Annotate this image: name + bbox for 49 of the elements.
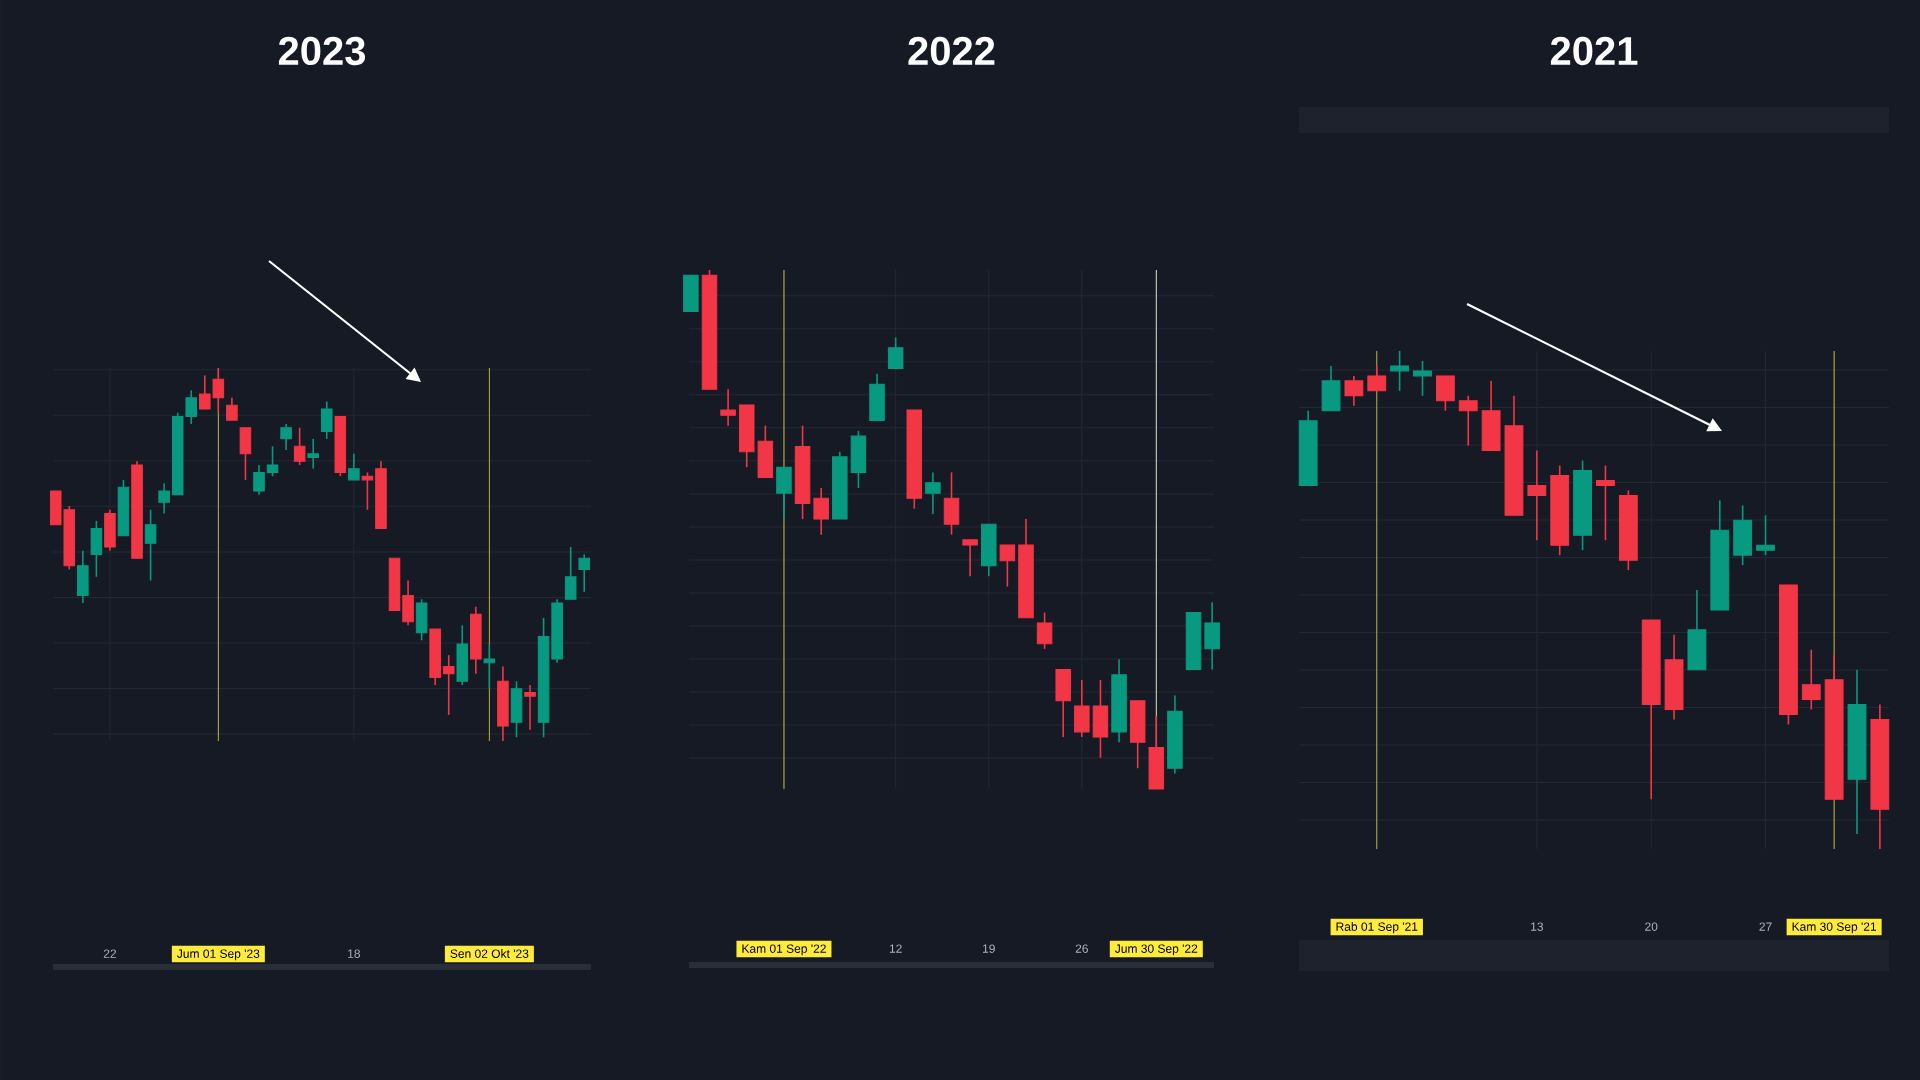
- candlestick: [1367, 365, 1387, 392]
- x-tick-label: 26: [1075, 944, 1088, 953]
- candlestick: [1390, 350, 1410, 392]
- candlestick: [1527, 449, 1547, 542]
- candlestick: [720, 388, 736, 427]
- candlestick: [1596, 464, 1615, 542]
- candlestick: [999, 544, 1016, 588]
- candlestick: [483, 643, 496, 690]
- x-tick-label: 19: [982, 944, 995, 953]
- candlestick: [280, 423, 292, 451]
- candlestick: [361, 471, 374, 511]
- candlestick: [813, 487, 829, 536]
- chart-title: 2023: [278, 36, 366, 66]
- candlestick: [887, 336, 904, 370]
- candlestick: [1756, 514, 1775, 556]
- candlestick: [144, 508, 157, 582]
- candlestick: [564, 546, 577, 601]
- x-tick-label: Sen 02 Okt '23: [450, 949, 529, 958]
- x-tick-label: Jum 01 Sep '23: [177, 949, 260, 961]
- candlestick: [158, 482, 170, 515]
- candlestick: [442, 654, 455, 716]
- x-tick-label: 27: [1759, 922, 1772, 931]
- candlestick: [320, 400, 333, 440]
- candlestick: [524, 684, 536, 731]
- x-tick-label: Kam 30 Sep '21: [1792, 922, 1877, 934]
- x-tick-label: Rab 01 Sep '21: [1336, 922, 1418, 934]
- x-tick-label: 12: [889, 944, 902, 953]
- candlestick: [1458, 395, 1478, 447]
- x-tick-label: Kam 01 Sep '22: [742, 944, 826, 956]
- chart-title: 2022: [908, 36, 995, 66]
- candlestick: [1344, 375, 1364, 407]
- x-tick-label: 20: [1645, 922, 1658, 931]
- x-tick-label: 18: [348, 949, 361, 958]
- candlestick: [226, 397, 238, 422]
- x-tick-label: 13: [1531, 922, 1543, 931]
- candlestick: [578, 553, 591, 593]
- candlestick: [1036, 611, 1053, 650]
- chart-title: 2021: [1550, 36, 1638, 66]
- candlestick: [293, 426, 306, 466]
- candlestick: [266, 445, 279, 477]
- candlestick: [1801, 648, 1821, 711]
- candlestick: [1413, 360, 1432, 397]
- x-tick-label: Jum 30 Sep '22: [1114, 944, 1198, 956]
- candlestick: [307, 438, 319, 470]
- candlestick: [253, 464, 265, 496]
- candlestick: [962, 539, 978, 577]
- candlestick: [925, 471, 941, 515]
- candlestick: [348, 452, 360, 481]
- x-tick-label: 22: [103, 949, 117, 958]
